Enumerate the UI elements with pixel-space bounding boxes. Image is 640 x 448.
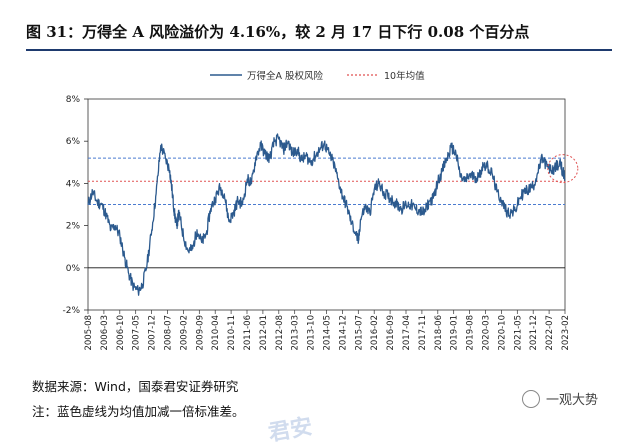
chart: 万得全A 股权风险 10年均值 -2%0%2%4%6%8% 2005-08 200… bbox=[62, 70, 579, 351]
x-tick-label: 2011-06 bbox=[243, 315, 253, 351]
x-tick-label: 2009-09 bbox=[195, 315, 205, 351]
x-tick-label: 2014-05 bbox=[323, 315, 333, 351]
x-tick-label: 2012-01 bbox=[259, 315, 269, 351]
x-tick-label: 2008-07 bbox=[164, 315, 174, 351]
y-tick-label: 2% bbox=[66, 222, 81, 232]
plot-area bbox=[87, 133, 579, 296]
footnote: 注：蓝色虚线为均值加减一倍标准差。 bbox=[32, 404, 245, 419]
y-tick-label: 6% bbox=[66, 137, 81, 147]
y-tick-label: 4% bbox=[66, 179, 81, 189]
x-tick-label: 2020-10 bbox=[497, 315, 507, 351]
source-note: 数据来源：Wind，国泰君安证券研究 bbox=[32, 379, 239, 394]
x-tick-label: 2012-08 bbox=[275, 315, 285, 351]
x-tick-label: 2013-03 bbox=[291, 315, 301, 351]
x-tick-label: 2006-03 bbox=[100, 315, 110, 351]
x-tick-label: 2021-05 bbox=[513, 315, 523, 351]
x-tick-label: 2022-07 bbox=[545, 315, 555, 351]
x-tick-label: 2009-02 bbox=[179, 315, 189, 351]
watermark: 一观大势 bbox=[522, 389, 598, 408]
x-tick-label: 2005-08 bbox=[84, 315, 94, 351]
watermark-text: 一观大势 bbox=[546, 393, 599, 408]
x-tick-label: 2019-01 bbox=[450, 315, 460, 351]
x-tick-label: 2023-02 bbox=[561, 315, 571, 351]
x-tick-label: 2016-09 bbox=[386, 315, 396, 351]
faint-watermark: 君安 bbox=[266, 414, 315, 447]
legend-mean-label: 10年均值 bbox=[384, 70, 425, 82]
y-tick-label: 8% bbox=[66, 95, 81, 105]
x-tick-label: 2016-02 bbox=[370, 315, 380, 351]
title-rule bbox=[26, 49, 612, 51]
y-axis: -2% 0% 2% 4% 6% 8% bbox=[62, 95, 88, 316]
x-tick-label: 2014-12 bbox=[338, 315, 348, 351]
legend: 万得全A 股权风险 10年均值 bbox=[210, 70, 425, 82]
wechat-logo-icon bbox=[522, 389, 540, 408]
x-tick-label: 2007-12 bbox=[148, 315, 158, 351]
x-tick-label: 2015-07 bbox=[354, 315, 364, 351]
x-tick-label: 2007-05 bbox=[132, 315, 142, 351]
x-tick-label: 2021-12 bbox=[529, 315, 539, 351]
y-tick-label: -2% bbox=[62, 306, 80, 316]
x-tick-label: 2018-06 bbox=[434, 315, 444, 351]
x-tick-label: 2019-08 bbox=[466, 315, 476, 351]
legend-series-label: 万得全A 股权风险 bbox=[247, 70, 324, 82]
figure-title: 图 31：万得全 A 风险溢价为 4.16%，较 2 月 17 日下行 0.08… bbox=[26, 23, 530, 41]
x-tick-label: 2010-04 bbox=[211, 315, 221, 351]
y-tick-label: 0% bbox=[66, 264, 81, 274]
x-tick-label: 2017-04 bbox=[402, 315, 412, 351]
x-tick-label: 2006-10 bbox=[116, 315, 126, 351]
highlight-circle bbox=[547, 154, 579, 184]
x-tick-label: 2013-10 bbox=[307, 315, 317, 351]
x-tick-label: 2020-03 bbox=[482, 315, 492, 351]
x-tick-label: 2010-11 bbox=[227, 315, 237, 351]
series-line bbox=[87, 133, 566, 296]
x-tick-label: 2017-11 bbox=[418, 315, 428, 351]
x-axis: 2005-08 2006-03 2006-10 2007-05 2007-12 2008-… bbox=[84, 310, 571, 351]
